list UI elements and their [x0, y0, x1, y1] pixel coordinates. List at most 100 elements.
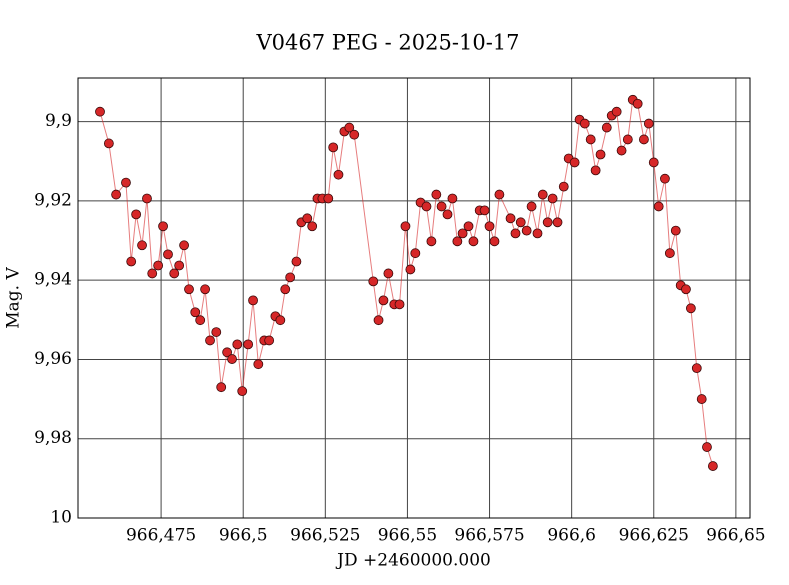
data-point [222, 347, 233, 358]
plot-frame [77, 77, 751, 519]
data-point [685, 303, 696, 314]
data-point [696, 394, 707, 404]
data-point [616, 145, 627, 156]
data-point [590, 165, 601, 176]
y-axis-label: Mag. V [4, 267, 24, 329]
data-point [248, 295, 258, 306]
data-point [447, 193, 458, 204]
x-tick-label: 966,5 [219, 526, 268, 546]
data-point [131, 209, 142, 220]
data-point [505, 213, 516, 224]
data-point [494, 189, 505, 200]
data-point [707, 461, 718, 471]
data-point [253, 359, 264, 370]
data-point [227, 354, 237, 364]
data-point [526, 201, 537, 212]
data-point [702, 442, 712, 452]
data-point [622, 134, 633, 145]
data-point [421, 201, 432, 212]
data-point [436, 201, 447, 212]
data-point [121, 177, 131, 188]
data-point [537, 189, 548, 200]
data-point [237, 386, 248, 397]
x-axis-label: JD +2460000.000 [335, 551, 491, 571]
data-point [532, 228, 543, 239]
data-point [264, 335, 275, 346]
data-point [184, 284, 194, 295]
data-point [552, 217, 563, 228]
data-point [639, 134, 649, 145]
data-point [243, 339, 254, 350]
data-point [95, 106, 105, 117]
data-point [216, 382, 227, 393]
x-tick-label: 966,475 [126, 526, 196, 546]
data-point [200, 284, 211, 295]
data-point [383, 268, 394, 279]
y-tick-label: 9,94 [34, 270, 72, 290]
data-point [558, 181, 569, 192]
x-tick-label: 966,625 [619, 526, 689, 546]
data-point [521, 225, 532, 236]
data-point [457, 228, 468, 239]
data-point [280, 284, 291, 295]
data-point [643, 118, 654, 129]
data-point [670, 225, 681, 236]
data-point [515, 217, 526, 228]
data-point [368, 276, 379, 287]
x-tick-label: 966,525 [290, 526, 360, 546]
data-point [126, 256, 137, 267]
y-tick-label: 9,96 [34, 349, 72, 369]
data-point [691, 363, 702, 374]
data-point [333, 169, 344, 180]
data-point [442, 209, 453, 220]
data-point [163, 249, 173, 260]
chart-title: V0467 PEG - 2025-10-17 [255, 31, 519, 55]
data-point [349, 129, 360, 140]
data-point [373, 315, 384, 326]
data-point [400, 221, 411, 232]
data-point [275, 315, 286, 326]
y-tick-label: 9,9 [45, 111, 72, 131]
data-point [664, 248, 675, 259]
data-point [660, 173, 670, 184]
data-point [489, 236, 500, 247]
data-point [211, 327, 222, 337]
data-point [595, 149, 606, 160]
data-point [585, 134, 596, 145]
data-point [378, 295, 389, 306]
data-point [195, 315, 206, 326]
data-point [111, 189, 121, 200]
data-point [648, 157, 659, 168]
data-point [153, 260, 164, 271]
data-point [569, 157, 580, 168]
data-point [405, 264, 416, 275]
data-point [547, 193, 558, 204]
data-point [103, 138, 114, 149]
data-point [426, 236, 437, 247]
data-point [142, 193, 152, 204]
data-point [579, 118, 590, 129]
data-point [158, 221, 168, 232]
data-point [452, 236, 463, 247]
data-point [328, 142, 339, 153]
data-point [291, 256, 302, 267]
data-point [394, 299, 405, 310]
data-point [632, 98, 643, 109]
data-point [601, 122, 612, 133]
data-point [179, 240, 189, 251]
data-point [190, 307, 201, 318]
data-point [463, 221, 474, 232]
data-point [510, 228, 521, 239]
data-point [147, 268, 158, 279]
x-tick-label: 966,55 [378, 526, 437, 546]
data-point [174, 260, 185, 271]
data-point [681, 284, 691, 295]
data-point [431, 189, 442, 200]
data-point [611, 106, 622, 117]
x-tick-label: 966,575 [454, 526, 524, 546]
data-point [410, 248, 421, 259]
data-point [307, 221, 318, 232]
data-point [285, 272, 296, 283]
y-tick-label: 10 [50, 508, 72, 528]
